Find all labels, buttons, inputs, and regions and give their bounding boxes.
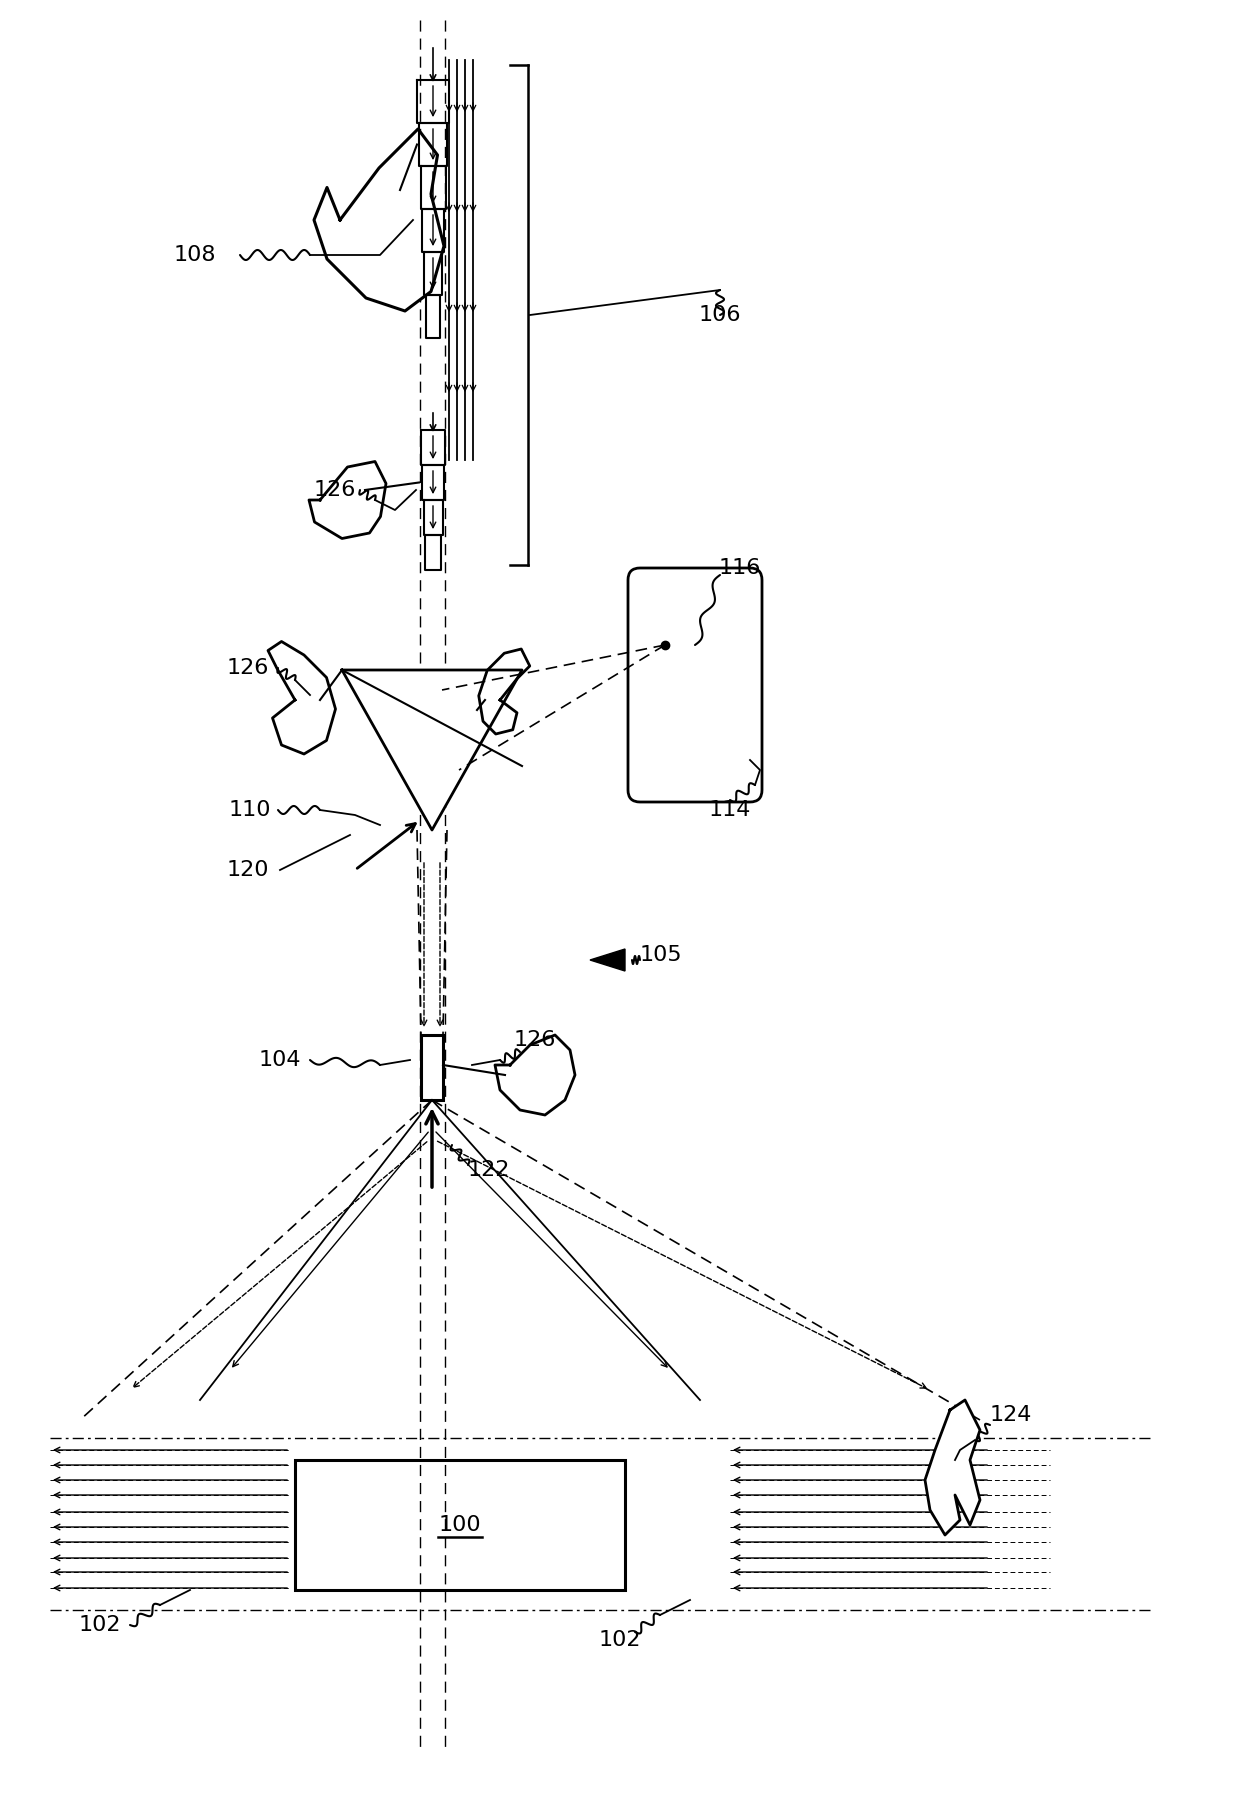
- Text: 104: 104: [259, 1050, 301, 1070]
- Polygon shape: [342, 669, 522, 830]
- Text: 110: 110: [228, 799, 272, 821]
- Text: 108: 108: [174, 245, 216, 265]
- Polygon shape: [314, 130, 444, 310]
- Text: 124: 124: [990, 1405, 1033, 1425]
- Polygon shape: [268, 642, 336, 754]
- Text: 100: 100: [439, 1515, 481, 1535]
- Text: 120: 120: [227, 861, 269, 880]
- Text: 106: 106: [699, 305, 742, 325]
- Text: 116: 116: [719, 557, 761, 577]
- Text: 126: 126: [513, 1030, 557, 1050]
- Text: 126: 126: [227, 658, 269, 678]
- Text: 102: 102: [79, 1615, 122, 1634]
- Polygon shape: [590, 949, 625, 971]
- Polygon shape: [309, 462, 386, 539]
- Text: 102: 102: [599, 1631, 641, 1651]
- Polygon shape: [495, 1035, 575, 1115]
- Polygon shape: [479, 649, 529, 734]
- Text: 126: 126: [314, 480, 356, 500]
- Text: 114: 114: [709, 799, 751, 821]
- Text: 122: 122: [467, 1160, 511, 1180]
- Text: 105: 105: [640, 945, 683, 965]
- Polygon shape: [925, 1400, 980, 1535]
